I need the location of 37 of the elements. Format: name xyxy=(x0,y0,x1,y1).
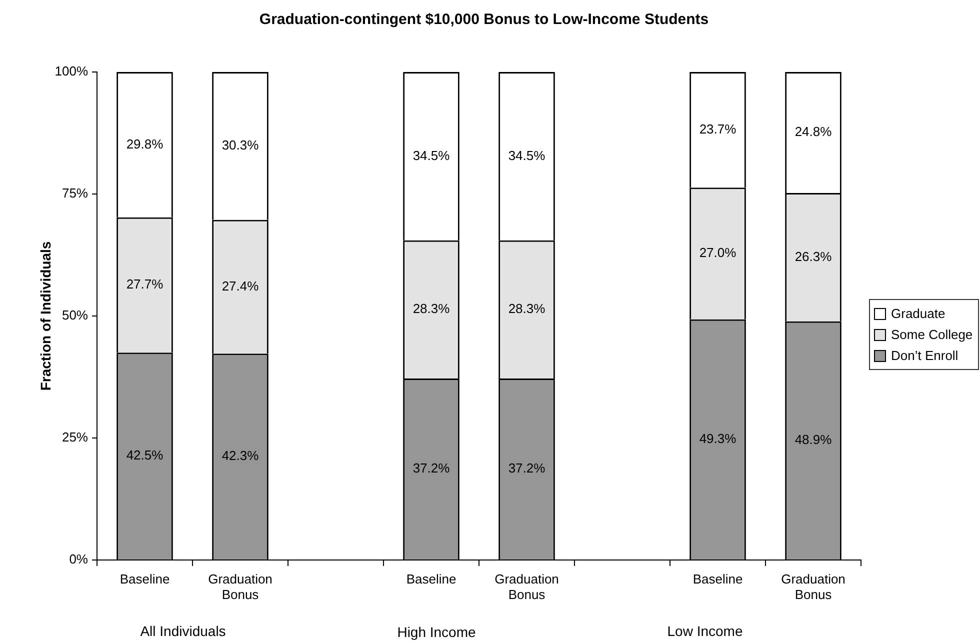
text: High Income xyxy=(397,624,476,640)
data-label: 28.3% xyxy=(508,300,546,316)
text: Graduate xyxy=(891,305,946,323)
data-label: 27.4% xyxy=(222,278,260,294)
data-label: 26.3% xyxy=(794,248,832,264)
y-tick-label: 0% xyxy=(69,552,88,567)
data-label: 23.7% xyxy=(699,121,737,136)
data-label: 37.2% xyxy=(508,460,546,476)
data-label: 49.3% xyxy=(699,431,737,446)
data-label: 30.3% xyxy=(222,138,260,153)
text: All Individuals xyxy=(140,622,226,639)
data-label: 37.2% xyxy=(412,460,450,476)
x-tick-label: Baseline xyxy=(120,571,170,586)
y-tick-label: 100% xyxy=(54,64,88,79)
data-label: 48.9% xyxy=(794,432,832,448)
data-label: 29.8% xyxy=(126,136,164,152)
data-label: 27.0% xyxy=(699,245,737,260)
data-label: 42.5% xyxy=(126,448,164,463)
data-label: 34.5% xyxy=(508,148,546,163)
x-tick-label: Graduation Bonus xyxy=(494,571,559,602)
y-tick-label: 25% xyxy=(62,430,88,445)
data-label: 27.7% xyxy=(126,276,164,292)
chart-title: Graduation-contingent $10,000 Bonus to Low-Income Students xyxy=(259,11,709,28)
data-label: 24.8% xyxy=(794,124,832,140)
data-label: 28.3% xyxy=(412,300,450,316)
x-tick-label: Baseline xyxy=(406,571,456,586)
data-label: 42.3% xyxy=(222,448,260,464)
x-tick-label: Baseline xyxy=(692,571,743,586)
legend-label: Don’t Enroll xyxy=(891,347,958,365)
y-tick-label: 50% xyxy=(62,308,88,323)
data-label: 34.5% xyxy=(412,148,450,163)
x-tick-label: Graduation Bonus xyxy=(208,571,272,602)
x-tick-label: Graduation Bonus xyxy=(781,571,846,602)
y-axis-title: Fraction of Individuals xyxy=(37,241,54,391)
text: Low Income xyxy=(667,622,743,639)
legend-label: Some College xyxy=(891,326,973,344)
y-tick-label: 75% xyxy=(62,186,88,201)
